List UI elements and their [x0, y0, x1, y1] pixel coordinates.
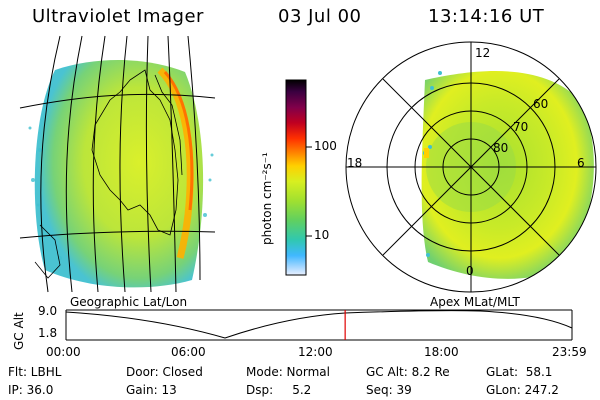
lat-label-70: 70: [513, 120, 529, 134]
altitude-tick-1-8: 1.8: [38, 326, 58, 340]
mlt-label-6: 6: [577, 156, 585, 170]
instrument-title: Ultraviolet Imager: [32, 6, 204, 27]
lat-label-80: 80: [493, 141, 509, 155]
ip-value: IP: 36.0: [8, 383, 54, 397]
geographic-image: [19, 35, 216, 293]
time-tick-0600: 06:00: [171, 345, 206, 359]
filter-value: Flt: LBHL: [8, 365, 62, 379]
altitude-tick-9: 9.0: [38, 304, 58, 318]
colorbar-label-10: 10: [314, 228, 330, 242]
dsp-value: Dsp: 5.2: [246, 383, 312, 397]
polar-image: [345, 41, 597, 293]
seq-value: Seq: 39: [366, 383, 412, 397]
time-label: 13:14:16 UT: [428, 6, 545, 27]
glon-value: GLon: 247.2: [486, 383, 559, 397]
gain-value: Gain: 13: [126, 383, 177, 397]
door-value: Door: Closed: [126, 365, 203, 379]
gc-altitude-value: GC Alt: 8.2 Re: [366, 365, 450, 379]
right-map-label: Apex MLat/MLT: [430, 295, 520, 309]
glat-value: GLat: 58.1: [486, 365, 553, 379]
colorbar-unit-label: photon cm⁻²s⁻¹: [260, 152, 274, 245]
mode-value: Mode: Normal: [246, 365, 330, 379]
altitude-axis-label: GC Alt: [12, 312, 26, 350]
left-map-label: Geographic Lat/Lon: [70, 295, 188, 309]
date-label: 03 Jul 00: [278, 6, 362, 27]
mlt-label-12: 12: [475, 46, 491, 60]
lat-label-60: 60: [533, 97, 549, 111]
altitude-plot: [65, 309, 573, 341]
mlt-label-0: 0: [466, 264, 474, 278]
time-tick-0000: 00:00: [46, 345, 81, 359]
time-tick-2359: 23:59: [552, 345, 587, 359]
time-tick-1200: 12:00: [298, 345, 333, 359]
colorbar-label-100: 100: [314, 139, 337, 153]
color-bar: [285, 79, 307, 276]
mlt-label-18: 18: [347, 156, 363, 170]
time-tick-1800: 18:00: [424, 345, 459, 359]
